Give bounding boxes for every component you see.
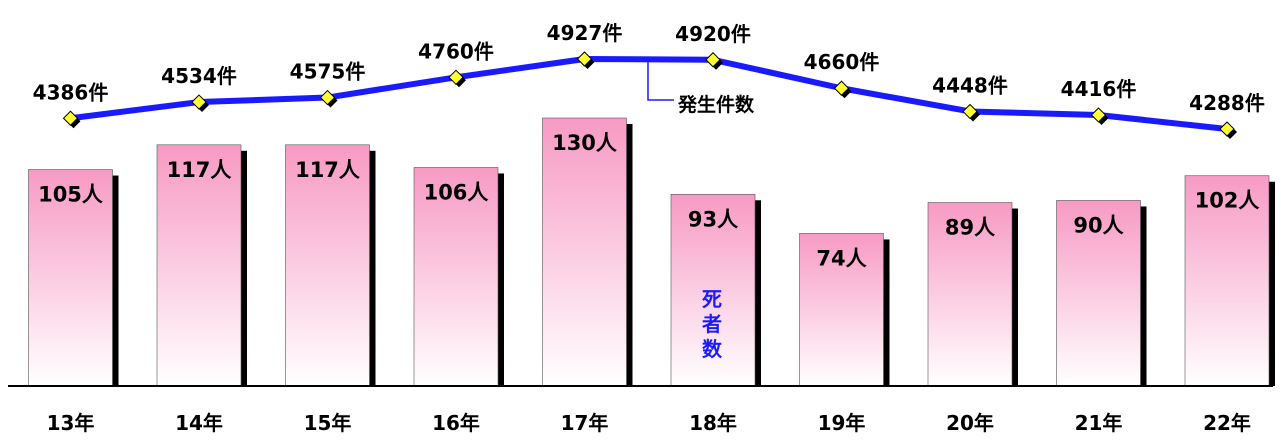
- x-tick-label: 15年: [304, 411, 352, 435]
- line-series-label: 発生件数: [677, 93, 755, 116]
- line-value-label: 4534件: [161, 64, 237, 88]
- bar-value-label: 89人: [945, 216, 995, 240]
- bar-value-label: 130人: [552, 131, 617, 155]
- line-marker: [833, 80, 850, 96]
- bar-value-label: 117人: [167, 158, 232, 182]
- x-tick-label: 16年: [432, 411, 480, 435]
- bar-series: 105人 117人 117人 106人 130人 93人 74人 89人 90人 102人: [28, 117, 1275, 387]
- line-value-label: 4288件: [1189, 91, 1265, 115]
- line-value-label: 4416件: [1061, 77, 1137, 101]
- bar-value-label: 74人: [816, 246, 866, 270]
- bar-value-label: 106人: [424, 180, 489, 204]
- line-marker: [705, 52, 721, 68]
- line-value-label: 4660件: [804, 50, 880, 74]
- line-marker: [448, 69, 464, 86]
- bar-value-label: 93人: [688, 207, 738, 231]
- line-marker: [962, 103, 978, 120]
- line-value-label: 4448件: [932, 73, 1008, 97]
- line-marker: [62, 110, 79, 126]
- bar-value-label: 117人: [295, 158, 360, 182]
- line-marker: [191, 94, 207, 110]
- x-tick-label: 20年: [946, 411, 994, 435]
- bar-18年: [670, 193, 756, 387]
- x-tick-labels: 13年 14年 15年 16年 17年 18年 19年 20年 21年 22年: [47, 411, 1251, 435]
- line-marker: [319, 89, 336, 106]
- line-path: [70, 56, 1228, 132]
- bar-14年: [156, 144, 242, 387]
- x-tick-label: 19年: [818, 411, 866, 435]
- line-marker: [1090, 107, 1107, 123]
- line-series-leader: [647, 62, 674, 101]
- line-value-label: 4575件: [290, 60, 366, 84]
- bar-value-label: 90人: [1073, 213, 1123, 237]
- line-marker: [576, 51, 593, 67]
- bar-series-label: 死者数: [701, 287, 723, 361]
- bar-16年: [413, 167, 499, 387]
- x-tick-label: 18年: [689, 411, 737, 435]
- bar-17年: [542, 117, 627, 387]
- line-value-label: 4760件: [418, 39, 494, 63]
- bar-13年: [28, 169, 113, 387]
- x-tick-label: 14年: [175, 411, 223, 435]
- line-value-label: 4386件: [33, 80, 109, 104]
- x-tick-label: 17年: [561, 411, 609, 435]
- x-tick-label: 13年: [47, 411, 95, 435]
- annotations: 発生件数 死者数: [647, 62, 755, 361]
- bar-20年: [927, 202, 1013, 387]
- line-value-label: 4920件: [675, 22, 751, 46]
- bar-22年: [1184, 175, 1270, 387]
- line-marker: [1219, 121, 1235, 137]
- bar-value-label: 105人: [38, 183, 103, 207]
- x-tick-label: 21年: [1075, 411, 1123, 435]
- bar-21年: [1056, 200, 1141, 387]
- line-value-label: 4927件: [547, 21, 623, 45]
- x-tick-label: 22年: [1203, 411, 1251, 435]
- bar-value-label: 102人: [1195, 189, 1260, 213]
- line-series: 4386件 4534件 4575件 4760件 4927件 4920件 4660件 4448件…: [33, 21, 1265, 139]
